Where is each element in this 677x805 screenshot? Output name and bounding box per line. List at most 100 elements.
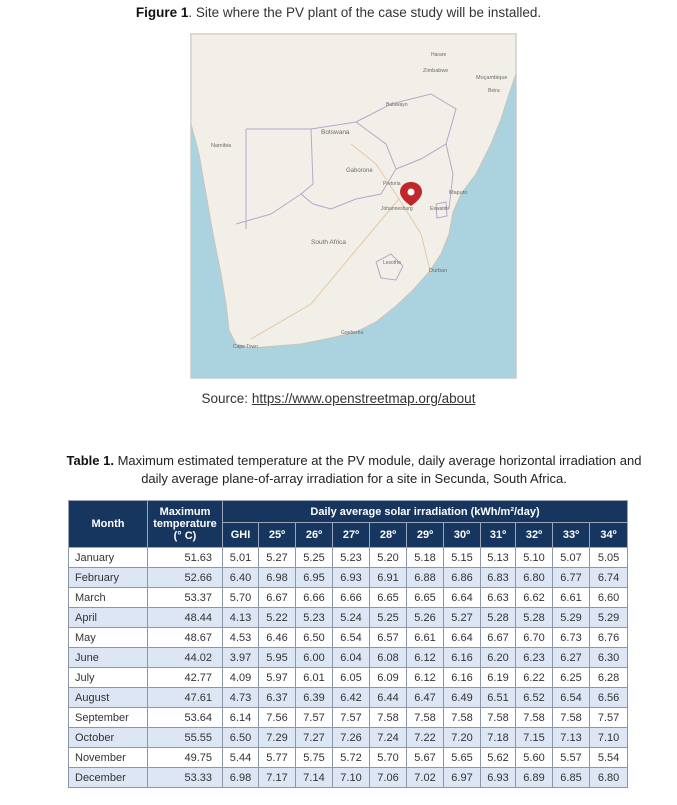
map-label-beira: Beira xyxy=(488,88,500,94)
figure-label: Figure 1 xyxy=(135,5,189,20)
cell-irradiation: 5.60 xyxy=(515,747,553,768)
cell-irradiation: 6.98 xyxy=(258,567,296,588)
cell-irradiation: 5.97 xyxy=(258,667,296,688)
cell-irradiation: 6.64 xyxy=(443,587,481,608)
cell-irradiation: 4.73 xyxy=(222,687,259,708)
cell-irradiation: 7.20 xyxy=(443,727,481,748)
cell-irradiation: 5.57 xyxy=(552,747,590,768)
table-row: April 48.44 4.13 5.22 5.23 5.24 5.25 5.26 5.27 5.… xyxy=(68,607,629,628)
land-mass xyxy=(191,34,516,349)
cell-irradiation: 5.27 xyxy=(258,547,296,568)
header-temperature: Maximum temperature (° C) xyxy=(147,500,223,548)
cell-irradiation: 6.80 xyxy=(515,567,553,588)
cell-irradiation: 7.17 xyxy=(258,767,296,788)
cell-irradiation: 5.20 xyxy=(369,547,407,568)
cell-irradiation: 6.77 xyxy=(552,567,590,588)
cell-irradiation: 6.89 xyxy=(515,767,553,788)
cell-irradiation: 6.51 xyxy=(480,687,516,708)
cell-temperature: 53.37 xyxy=(147,587,223,608)
cell-irradiation: 5.15 xyxy=(443,547,481,568)
cell-irradiation: 6.74 xyxy=(588,567,629,588)
map-label-cape-town: Cape Town xyxy=(233,344,258,350)
cell-irradiation: 7.58 xyxy=(552,707,590,728)
cell-irradiation: 7.57 xyxy=(295,707,333,728)
header-col: 32º xyxy=(515,522,553,548)
cell-irradiation: 6.09 xyxy=(369,667,407,688)
cell-irradiation: 6.65 xyxy=(406,587,444,608)
cell-irradiation: 5.23 xyxy=(295,607,333,628)
cell-month: September xyxy=(68,707,148,728)
cell-irradiation: 6.49 xyxy=(443,687,481,708)
cell-irradiation: 6.97 xyxy=(443,767,481,788)
cell-irradiation: 5.26 xyxy=(406,607,444,628)
cell-irradiation: 5.44 xyxy=(222,747,259,768)
header-col: 25º xyxy=(258,522,296,548)
cell-irradiation: 5.29 xyxy=(588,607,629,628)
cell-irradiation: 7.29 xyxy=(258,727,296,748)
cell-irradiation: 6.22 xyxy=(515,667,553,688)
cell-irradiation: 6.14 xyxy=(222,707,259,728)
cell-irradiation: 6.50 xyxy=(222,727,259,748)
header-col: 33º xyxy=(552,522,590,548)
cell-irradiation: 7.58 xyxy=(480,707,516,728)
cell-irradiation: 6.12 xyxy=(406,667,444,688)
cell-month: May xyxy=(68,627,148,648)
table-caption-text: Maximum estimated temperature at the PV … xyxy=(113,453,642,486)
cell-irradiation: 6.54 xyxy=(332,627,370,648)
cell-temperature: 51.63 xyxy=(147,547,223,568)
map-label-lesotho: Lesotho xyxy=(383,260,401,266)
cell-irradiation: 5.01 xyxy=(222,547,259,568)
map-image[interactable]: Botswana Gaborone Pretoria Johannesburg … xyxy=(190,33,517,379)
border-botswana-south xyxy=(300,121,397,210)
cell-irradiation: 6.30 xyxy=(588,647,629,668)
cell-irradiation: 3.97 xyxy=(222,647,259,668)
cell-irradiation: 6.70 xyxy=(515,627,553,648)
map-label-harare: Harare xyxy=(431,52,447,58)
cell-irradiation: 5.23 xyxy=(332,547,370,568)
cell-irradiation: 6.52 xyxy=(515,687,553,708)
cell-irradiation: 6.60 xyxy=(588,587,629,608)
cell-irradiation: 6.73 xyxy=(552,627,590,648)
cell-irradiation: 6.65 xyxy=(369,587,407,608)
cell-irradiation: 6.93 xyxy=(332,567,370,588)
cell-irradiation: 5.10 xyxy=(515,547,553,568)
cell-temperature: 49.75 xyxy=(147,747,223,768)
cell-temperature: 55.55 xyxy=(147,727,223,748)
source-prefix: Source: xyxy=(201,391,252,406)
cell-irradiation: 7.10 xyxy=(588,727,629,748)
cell-irradiation: 4.13 xyxy=(222,607,259,628)
cell-irradiation: 6.57 xyxy=(369,627,407,648)
cell-irradiation: 6.05 xyxy=(332,667,370,688)
cell-irradiation: 6.47 xyxy=(406,687,444,708)
cell-irradiation: 7.14 xyxy=(295,767,333,788)
cell-irradiation: 5.65 xyxy=(443,747,481,768)
cell-irradiation: 6.83 xyxy=(480,567,516,588)
map-label-namibia: Namibia xyxy=(211,143,232,149)
cell-irradiation: 7.22 xyxy=(406,727,444,748)
map-label-mozambique: Moçambique xyxy=(476,75,508,81)
cell-irradiation: 7.57 xyxy=(332,707,370,728)
cell-irradiation: 6.27 xyxy=(552,647,590,668)
source-link[interactable]: https://www.openstreetmap.org/about xyxy=(251,391,476,406)
table-row: August 47.61 4.73 6.37 6.39 6.42 6.44 6.47 6.49 6… xyxy=(68,687,629,708)
cell-irradiation: 6.63 xyxy=(480,587,516,608)
border-mozambique xyxy=(445,143,454,210)
table-row: June 44.02 3.97 5.95 6.00 6.04 6.08 6.12 6.16 6.2… xyxy=(68,647,629,668)
cell-temperature: 52.66 xyxy=(147,567,223,588)
cell-irradiation: 4.09 xyxy=(222,667,259,688)
cell-irradiation: 5.54 xyxy=(588,747,629,768)
cell-temperature: 48.44 xyxy=(147,607,223,628)
border-namibia-botswana xyxy=(246,128,314,195)
table-row: February 52.66 6.40 6.98 6.95 6.93 6.91 6.88 6.8… xyxy=(68,567,629,588)
cell-irradiation: 7.58 xyxy=(443,707,481,728)
cell-irradiation: 7.57 xyxy=(588,707,629,728)
cell-irradiation: 7.26 xyxy=(332,727,370,748)
cell-irradiation: 6.95 xyxy=(295,567,333,588)
border-lesotho xyxy=(375,253,404,281)
cell-irradiation: 5.05 xyxy=(588,547,629,568)
cell-irradiation: 5.25 xyxy=(369,607,407,628)
border-eswatini xyxy=(435,201,448,219)
cell-irradiation: 6.28 xyxy=(588,667,629,688)
cell-irradiation: 6.00 xyxy=(295,647,333,668)
cell-irradiation: 7.10 xyxy=(332,767,370,788)
